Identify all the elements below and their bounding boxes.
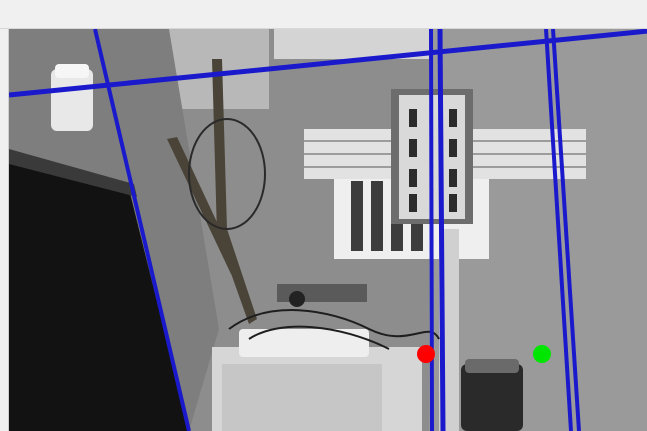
- vertical-line-1: [429, 29, 434, 431]
- camera-frame: [8, 29, 647, 431]
- jar-lid: [55, 64, 89, 78]
- red-marker: [417, 345, 435, 363]
- vertical-line-4: [551, 29, 581, 431]
- wooden-branch: [167, 137, 239, 274]
- monitor-bezel: [9, 149, 137, 197]
- camera-image: [9, 29, 647, 431]
- canister: [461, 364, 523, 431]
- monitor: [9, 154, 189, 431]
- power-strip: [239, 329, 369, 357]
- wooden-stick: [212, 59, 257, 324]
- title-bar: [0, 0, 647, 29]
- vertical-line-2: [437, 29, 446, 431]
- detected-lines: [9, 29, 647, 431]
- coiled-cable: [188, 118, 266, 230]
- vertical-line-3: [544, 29, 573, 431]
- canister-lid: [465, 359, 519, 373]
- jar: [51, 69, 93, 131]
- green-marker: [533, 345, 551, 363]
- horizontal-line: [9, 29, 647, 98]
- diagonal-line: [93, 29, 191, 431]
- cables: [228, 309, 440, 340]
